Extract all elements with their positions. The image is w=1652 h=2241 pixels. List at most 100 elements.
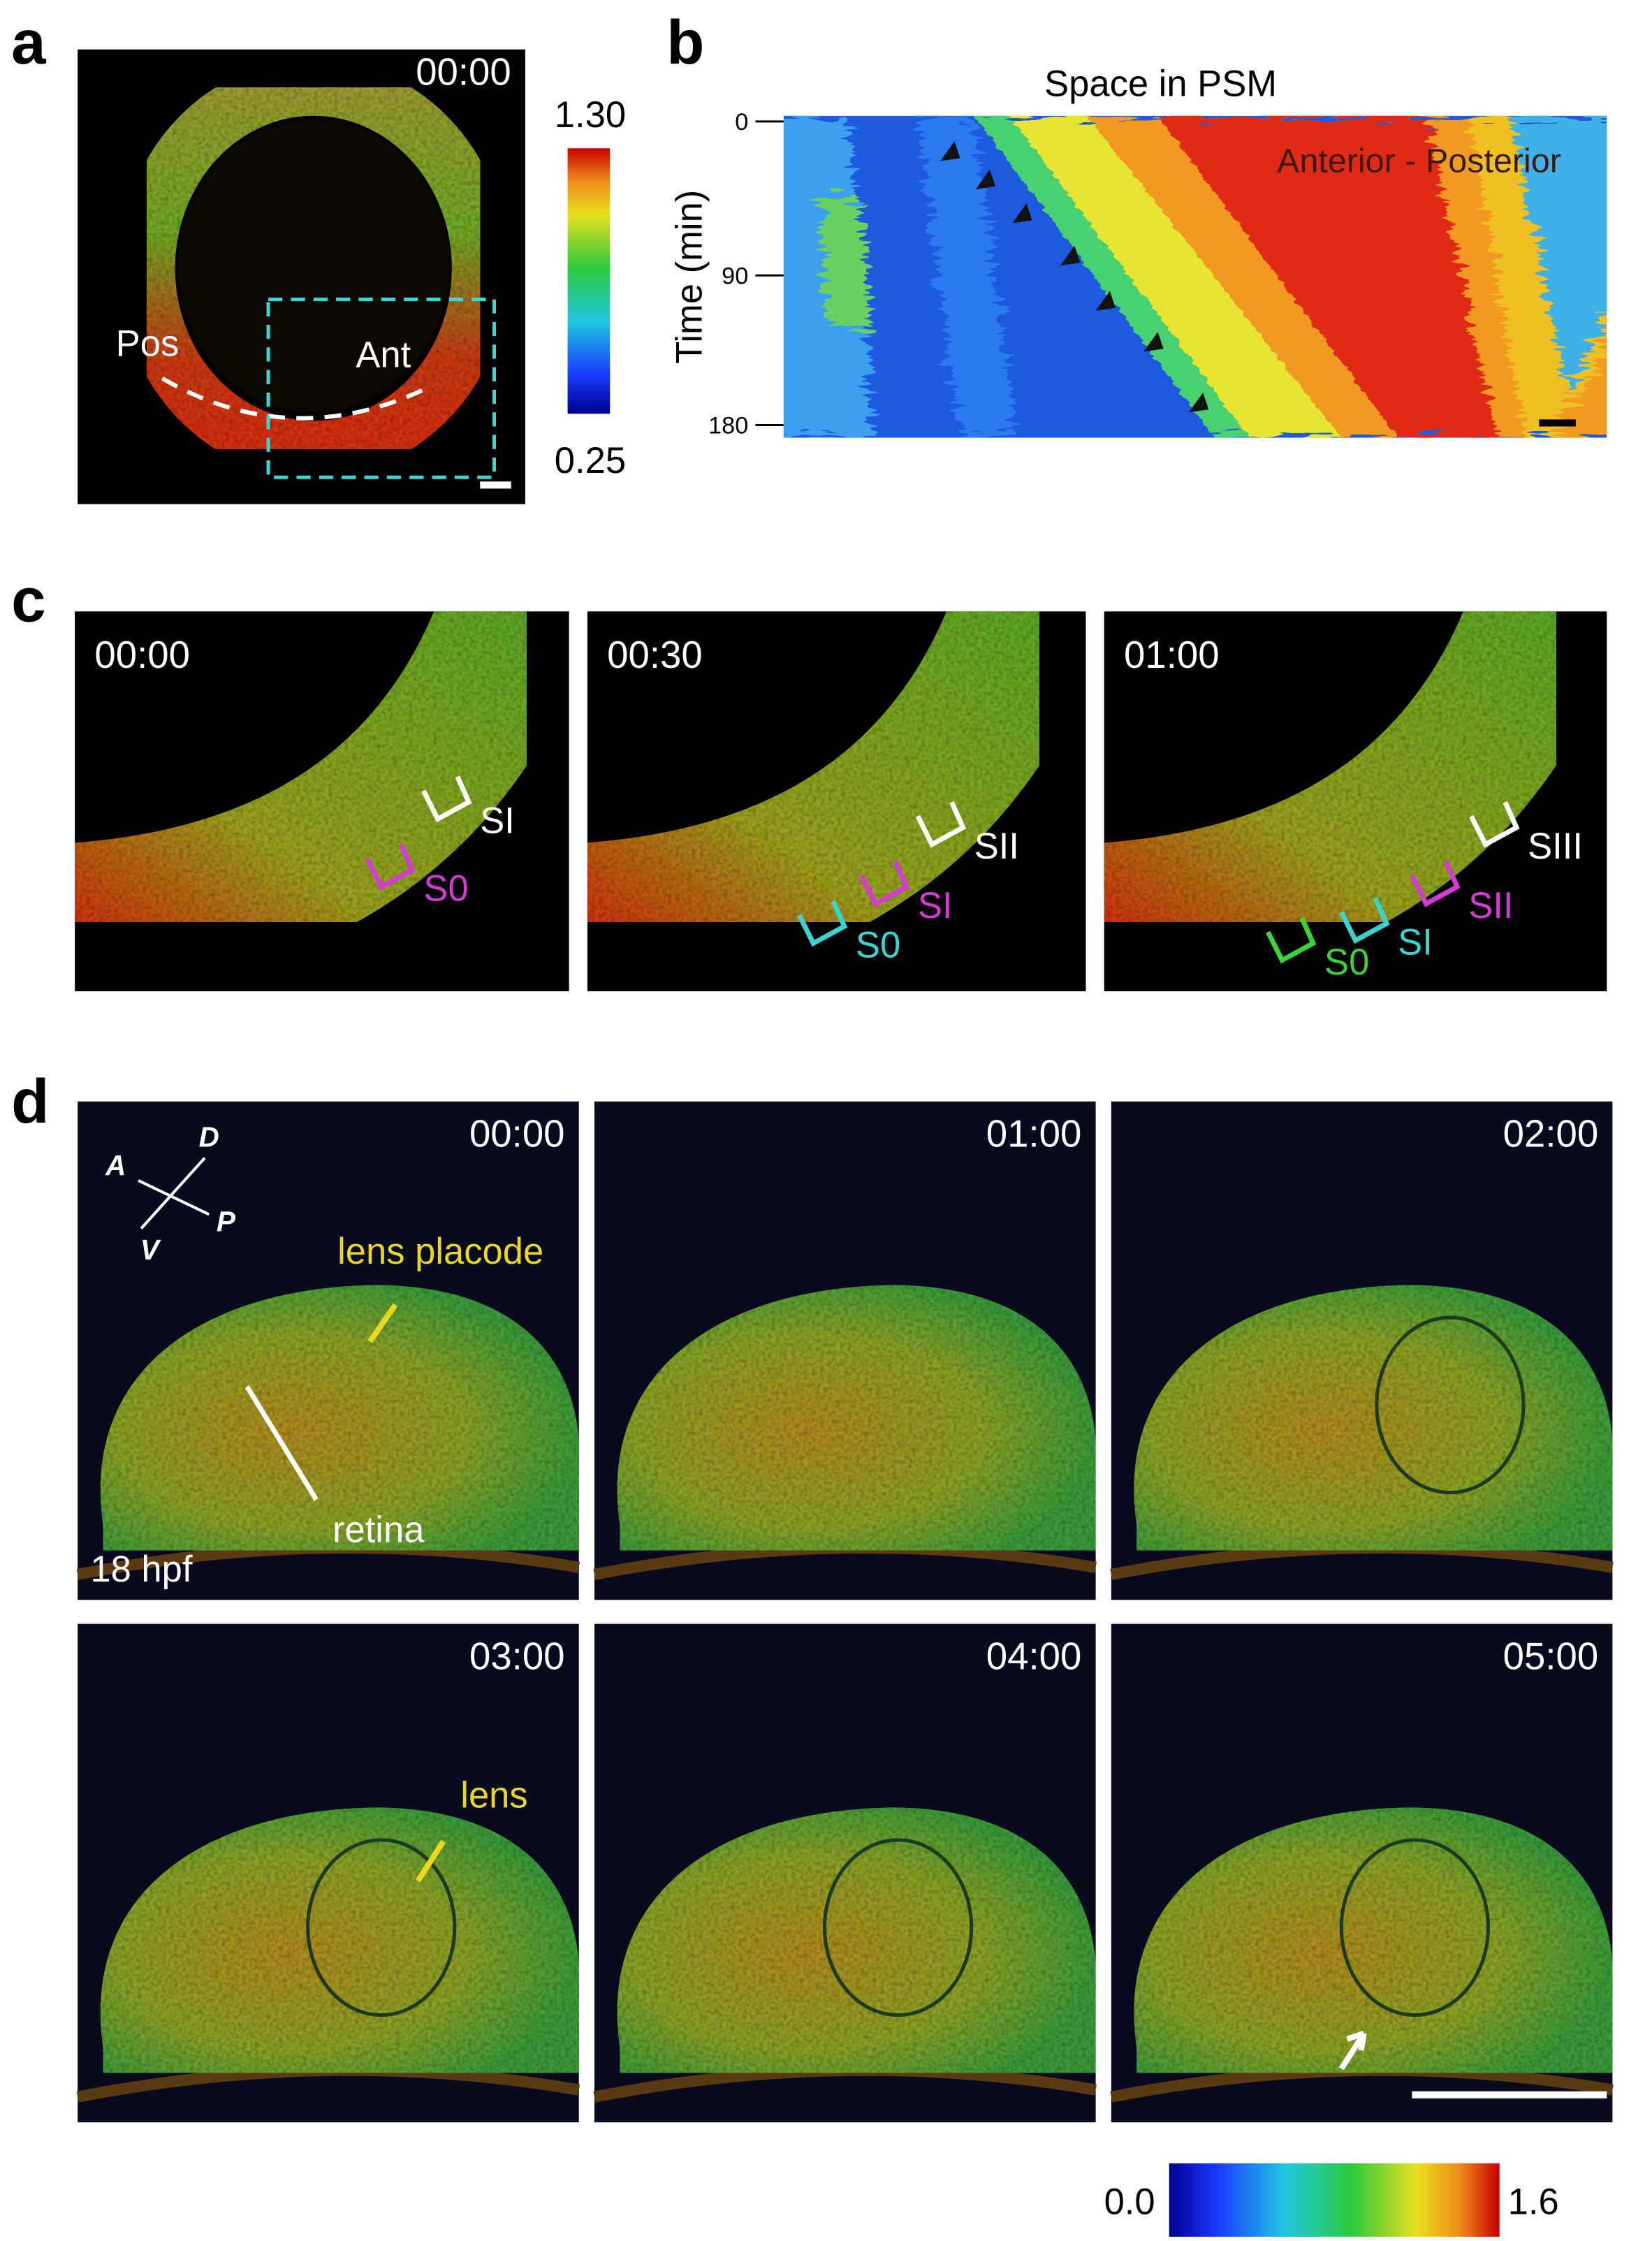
panel-letter: b (666, 7, 704, 77)
segment-label: SI (1398, 921, 1433, 963)
eye (617, 1285, 1096, 1551)
frame: 02:00 (1110, 1101, 1614, 1600)
compass-axis (140, 1157, 206, 1229)
psm-band (75, 611, 569, 992)
lens (1339, 1838, 1491, 2017)
arrowhead (1188, 392, 1209, 413)
segment-bracket (796, 900, 848, 947)
pointer (367, 1303, 398, 1343)
time-label: 01:00 (1124, 634, 1220, 676)
segment-bracket (858, 860, 910, 907)
frame: 00:30 SII SI S0 (587, 611, 1086, 992)
band (1157, 115, 1497, 438)
time-label: 00:30 (607, 634, 703, 676)
arrowhead (940, 141, 960, 161)
arrowhead (1143, 332, 1164, 352)
segment-bracket (1339, 897, 1390, 944)
scale-bar (480, 481, 511, 489)
eye (617, 1807, 1096, 2073)
band (917, 115, 1017, 438)
eye (100, 1285, 579, 1551)
axis-annotation: Anterior - Posterior (1277, 143, 1561, 180)
segment-bracket (365, 843, 416, 891)
compass-axis (138, 1179, 210, 1216)
frame: 01:00 SIII SII SI S0 (1104, 611, 1607, 992)
tissue (587, 611, 1086, 992)
eye (1134, 1285, 1613, 1551)
arrowhead (1095, 291, 1116, 311)
frame: 03:00 (76, 1623, 580, 2123)
frame: 00:00 (76, 1101, 580, 1600)
pointer (244, 1385, 319, 1501)
annotation: retina (332, 1509, 425, 1550)
segment-bracket (1266, 917, 1317, 964)
segment-label: SII (974, 826, 1019, 867)
segment-label: SII (1468, 885, 1513, 926)
panel-letter: c (11, 564, 45, 634)
band (819, 198, 869, 325)
segment-bracket (1410, 860, 1461, 907)
frame: 01:00 (593, 1101, 1097, 1600)
time-label: 02:00 (1503, 1112, 1599, 1155)
kymograph (783, 115, 1607, 438)
panel-letter: d (11, 1066, 49, 1136)
colorbar (1169, 2163, 1500, 2237)
segment-bracket (421, 775, 472, 823)
tissue (1104, 611, 1607, 992)
segment-label: SI (480, 801, 515, 842)
ant-label: Ant (356, 335, 411, 376)
scale-bar (1539, 419, 1576, 427)
eye (1134, 1807, 1613, 2073)
annotation: lens placode (337, 1231, 543, 1272)
time-label: 01:00 (986, 1112, 1082, 1155)
colorbar-min: 0.0 (1104, 2182, 1155, 2223)
segment-label: SIII (1528, 826, 1583, 867)
segment-bracket (1469, 801, 1520, 848)
kymograph-title: Space in PSM (1044, 63, 1277, 104)
y-tick-label: 0 (735, 109, 748, 136)
eye (100, 1807, 579, 2073)
segment-label: S0 (856, 925, 900, 966)
frame: 00:00 SI S0 (75, 611, 569, 992)
psm-band (587, 611, 1086, 992)
pointer (415, 1839, 446, 1883)
yolk (177, 118, 449, 413)
colorbar (567, 148, 611, 414)
segment-label: SI (918, 885, 953, 926)
pos-label: Pos (116, 323, 180, 364)
dashed-arc (161, 377, 425, 421)
time-label: 04:00 (986, 1635, 1082, 1677)
panel-c: 00:00 SI S0 00:30 SII SI S0 01:00 SIII SII SI S0 (75, 611, 1607, 992)
annotation: 18 hpf (90, 1549, 192, 1590)
arrowhead (1012, 203, 1032, 224)
compass-label: A (105, 1149, 126, 1181)
compass-label: P (217, 1206, 236, 1238)
y-tick-label: 90 (722, 263, 748, 289)
colorbar-max: 1.30 (555, 94, 626, 136)
arrowhead (975, 169, 996, 189)
band (1510, 115, 1607, 396)
segment-label: S0 (1324, 942, 1369, 983)
time-label: 00:00 (416, 50, 511, 93)
lens (306, 1838, 457, 2017)
time-label: 05:00 (1503, 1635, 1599, 1677)
segment-label: S0 (423, 868, 468, 910)
time-label: 03:00 (469, 1635, 565, 1677)
segment-bracket (915, 801, 967, 848)
lens (822, 1838, 974, 2017)
roi-box (266, 298, 497, 479)
embryo-ring (118, 59, 509, 478)
panel-letter: a (11, 7, 47, 77)
arrow (1338, 2030, 1367, 2071)
colorbar-min: 0.25 (555, 440, 626, 481)
compass-label: D (199, 1120, 219, 1153)
arrowhead (1060, 245, 1081, 266)
time-label: 00:00 (94, 634, 190, 676)
time-label: 00:00 (469, 1112, 565, 1155)
arrowheads (940, 141, 1209, 413)
annotation: lens (460, 1774, 527, 1816)
frame: 04:00 (593, 1623, 1097, 2123)
